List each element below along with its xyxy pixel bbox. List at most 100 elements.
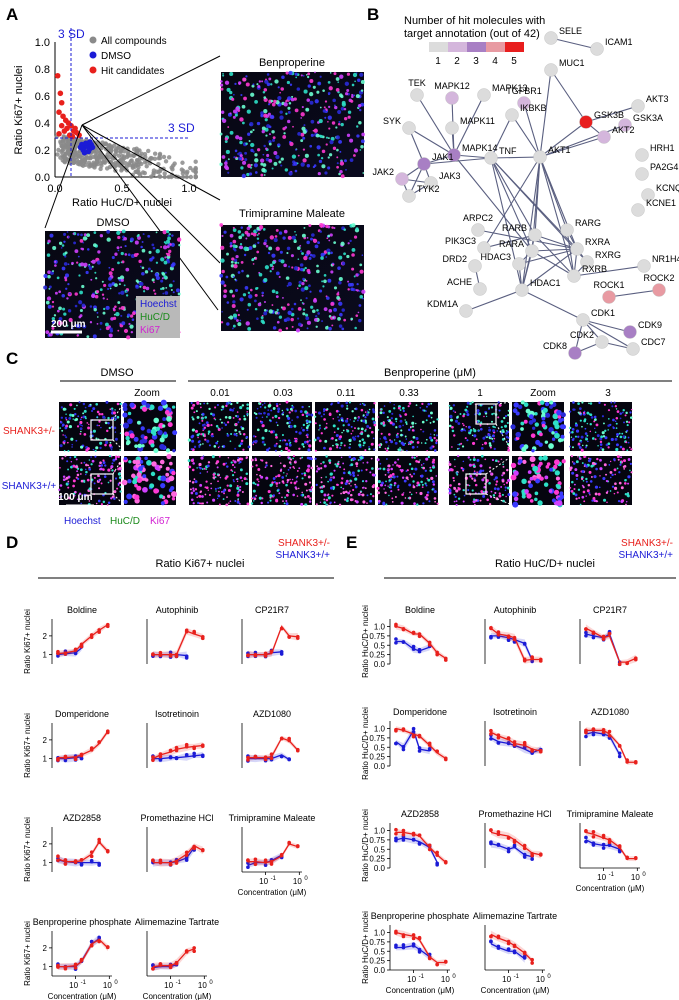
c-cell xyxy=(201,495,204,498)
c-cell xyxy=(329,501,332,504)
micrograph-cell xyxy=(267,112,271,116)
c-cell xyxy=(100,413,104,416)
c-cell xyxy=(149,483,155,489)
micrograph-cell xyxy=(267,103,271,106)
d-ci-band-wt xyxy=(152,843,195,867)
c-cell xyxy=(293,467,296,470)
c-cell xyxy=(347,491,350,495)
c-cell xyxy=(411,425,415,428)
micrograph-cell xyxy=(117,329,120,332)
d-point-het xyxy=(269,752,274,756)
c-cell xyxy=(579,419,582,422)
micrograph-cell xyxy=(288,70,293,76)
e-line-wt xyxy=(490,943,526,960)
c-cell xyxy=(501,493,504,497)
c-cell xyxy=(334,463,337,466)
c-cell xyxy=(234,423,238,426)
c-cell xyxy=(552,420,559,426)
micrograph-cell xyxy=(329,72,332,74)
c-cell xyxy=(322,408,326,411)
micrograph-cell xyxy=(244,158,248,162)
c-cell xyxy=(191,428,195,432)
a-compound-point xyxy=(193,174,198,180)
c-cell xyxy=(218,445,221,448)
d-point-het xyxy=(79,858,84,862)
c-cell xyxy=(429,469,433,473)
micrograph-cell xyxy=(309,290,312,293)
c-cell xyxy=(479,464,483,468)
c-cell xyxy=(629,411,632,414)
c-cell xyxy=(286,409,289,411)
micrograph-cell xyxy=(292,125,294,128)
e-point-het xyxy=(625,855,629,860)
micrograph-cell xyxy=(66,231,69,233)
c-cell xyxy=(515,431,522,438)
micrograph-cell xyxy=(222,72,224,75)
c-cell xyxy=(277,474,281,478)
b-node-circle xyxy=(424,176,438,190)
c-cell xyxy=(386,468,389,471)
c-cell xyxy=(276,424,279,427)
c-cell xyxy=(493,487,497,490)
e-point-het xyxy=(489,732,493,736)
micrograph-cell xyxy=(279,250,283,254)
c-cell xyxy=(608,464,611,466)
micrograph-cell xyxy=(285,327,289,330)
micrograph-cell xyxy=(135,279,139,283)
c-cell xyxy=(113,490,117,494)
d-xtick: 10 xyxy=(164,981,173,990)
micrograph-cell xyxy=(262,163,267,167)
c-cell xyxy=(310,413,314,417)
c-cell xyxy=(416,484,419,487)
micrograph-cell xyxy=(258,272,263,277)
c-cell xyxy=(294,486,297,489)
micrograph-cell xyxy=(239,117,244,122)
c-cell xyxy=(272,407,276,410)
micrograph-cell xyxy=(252,232,257,237)
c-cell xyxy=(255,464,258,467)
micrograph-cell xyxy=(160,279,164,283)
micrograph-cell xyxy=(287,281,292,287)
micrograph-cell xyxy=(239,140,243,145)
c-cell xyxy=(281,413,285,416)
c-cell xyxy=(585,477,588,481)
c-cell xyxy=(72,492,76,495)
e-ytick: 0.75 xyxy=(369,938,385,947)
b-node-circle xyxy=(544,63,558,77)
e-point-wt xyxy=(601,842,606,847)
micrograph-cell xyxy=(92,243,97,248)
c-cell xyxy=(493,447,496,451)
e-point-het xyxy=(591,830,596,834)
c-cell xyxy=(502,471,506,475)
d-point-het xyxy=(97,740,101,745)
micrograph-cell xyxy=(328,309,333,313)
micrograph-cell xyxy=(272,136,276,140)
d-point-het xyxy=(279,853,284,858)
b-edge xyxy=(521,250,533,291)
d-point-het xyxy=(200,848,205,853)
micrograph-cell xyxy=(327,81,331,84)
b-edge xyxy=(573,265,645,277)
b-edge xyxy=(423,157,492,165)
a-compound-point xyxy=(162,171,167,176)
c-cell xyxy=(395,435,399,439)
c-cell xyxy=(575,429,580,433)
micrograph-cell xyxy=(333,241,337,245)
c-cell xyxy=(596,457,599,461)
micrograph-cell xyxy=(82,236,88,241)
a-compound-point xyxy=(80,163,86,168)
micrograph-cell xyxy=(283,263,287,268)
c-cell xyxy=(619,435,623,439)
micrograph-cell xyxy=(82,241,85,244)
c-cell xyxy=(222,490,225,493)
c-cell xyxy=(306,429,309,432)
d-point-wt xyxy=(174,755,179,760)
b-node-circle xyxy=(477,241,491,255)
a-ytick: 1.0 xyxy=(35,37,50,49)
c-cell xyxy=(309,488,312,491)
micrograph-cell xyxy=(164,291,169,295)
c-cell xyxy=(525,408,531,414)
micrograph-cell xyxy=(247,132,251,136)
micrograph-cell xyxy=(305,74,308,76)
